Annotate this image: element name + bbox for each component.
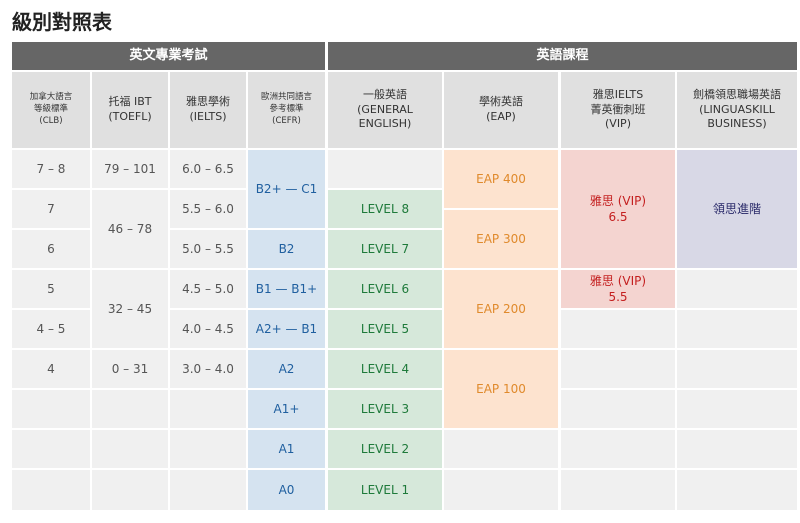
col-header-general-english: 一般英語 (GENERAL ENGLISH) (328, 72, 442, 148)
clb-empty-cell (12, 390, 90, 428)
general-level-cell: LEVEL 4 (328, 350, 442, 388)
clb-cell: 4 – 5 (12, 310, 90, 348)
clb-empty-cell (12, 430, 90, 468)
vip-empty-cell (561, 430, 675, 468)
toefl-cell: 32 – 45 (92, 270, 168, 348)
clb-empty-cell (12, 470, 90, 510)
general-level-cell: LEVEL 5 (328, 310, 442, 348)
ielts-empty-cell (170, 470, 246, 510)
ielts-cell: 5.5 – 6.0 (170, 190, 246, 228)
general-level-cell: LEVEL 7 (328, 230, 442, 268)
cefr-cell: A1+ (248, 390, 325, 428)
group-header-english-courses: 英語課程 (328, 42, 797, 70)
col-header-ielts: 雅思學術 (IELTS) (170, 72, 246, 148)
ielts-cell: 4.5 – 5.0 (170, 270, 246, 308)
col-header-toefl: 托福 IBT (TOEFL) (92, 72, 168, 148)
linguaskill-empty-cell (677, 270, 797, 308)
clb-cell: 7 (12, 190, 90, 228)
page-title: 級別對照表 (12, 10, 112, 34)
toefl-empty-cell (92, 390, 168, 428)
ielts-cell: 5.0 – 5.5 (170, 230, 246, 268)
vip-empty-cell (561, 390, 675, 428)
general-level-cell: LEVEL 2 (328, 430, 442, 468)
ielts-empty-cell (170, 430, 246, 468)
clb-cell: 6 (12, 230, 90, 268)
toefl-empty-cell (92, 470, 168, 510)
eap-empty-cell (444, 430, 558, 468)
clb-cell: 4 (12, 350, 90, 388)
eap-cell: EAP 100 (444, 350, 558, 428)
linguaskill-empty-cell (677, 470, 797, 510)
toefl-cell: 46 – 78 (92, 190, 168, 268)
general-level-cell: LEVEL 3 (328, 390, 442, 428)
col-header-linguaskill: 劍橋領思職場英語 (LINGUASKILL BUSINESS) (677, 72, 797, 148)
vip-empty-cell (561, 470, 675, 510)
toefl-empty-cell (92, 430, 168, 468)
cefr-cell: A2+ — B1 (248, 310, 325, 348)
eap-cell: EAP 400 (444, 150, 558, 208)
linguaskill-cell: 領思進階 (677, 150, 797, 268)
clb-cell: 7 – 8 (12, 150, 90, 188)
ielts-cell: 6.0 – 6.5 (170, 150, 246, 188)
vip-empty-cell (561, 310, 675, 348)
cefr-cell: B2+ — C1 (248, 150, 325, 228)
cefr-cell: B1 — B1+ (248, 270, 325, 308)
toefl-cell: 0 – 31 (92, 350, 168, 388)
general-empty-cell (328, 150, 442, 188)
toefl-cell: 79 – 101 (92, 150, 168, 188)
linguaskill-empty-cell (677, 390, 797, 428)
vip-cell: 雅思 (VIP) 6.5 (561, 150, 675, 268)
ielts-empty-cell (170, 390, 246, 428)
col-header-eap: 學術英語 (EAP) (444, 72, 558, 148)
cefr-cell: A1 (248, 430, 325, 468)
general-level-cell: LEVEL 8 (328, 190, 442, 228)
general-level-cell: LEVEL 6 (328, 270, 442, 308)
linguaskill-empty-cell (677, 350, 797, 388)
eap-cell: EAP 200 (444, 270, 558, 348)
cefr-cell: A2 (248, 350, 325, 388)
ielts-cell: 4.0 – 4.5 (170, 310, 246, 348)
cefr-cell: B2 (248, 230, 325, 268)
col-header-clb: 加拿大語言 等級標準 (CLB) (12, 72, 90, 148)
col-header-vip: 雅思IELTS 菁英衝刺班 (VIP) (561, 72, 675, 148)
eap-empty-cell (444, 470, 558, 510)
eap-cell: EAP 300 (444, 210, 558, 268)
cefr-cell: A0 (248, 470, 325, 510)
col-header-cefr: 歐洲共同語言 參考標準 (CEFR) (248, 72, 325, 148)
ielts-cell: 3.0 – 4.0 (170, 350, 246, 388)
general-level-cell: LEVEL 1 (328, 470, 442, 510)
group-header-english-exams: 英文專業考試 (12, 42, 325, 70)
vip-empty-cell (561, 350, 675, 388)
clb-cell: 5 (12, 270, 90, 308)
linguaskill-empty-cell (677, 430, 797, 468)
vip-cell: 雅思 (VIP) 5.5 (561, 270, 675, 308)
linguaskill-empty-cell (677, 310, 797, 348)
